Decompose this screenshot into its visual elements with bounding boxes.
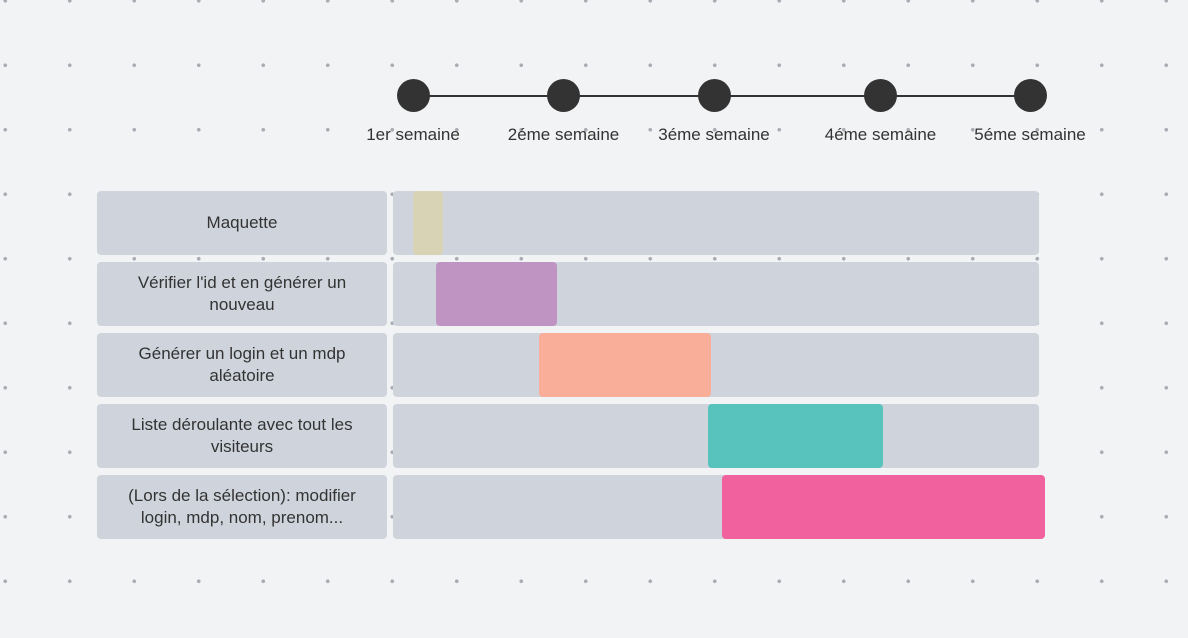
milestone-dot: [697, 79, 731, 112]
task-label-text: Générer un login et un mdp aléatoire: [138, 344, 346, 385]
week-label: 3éme semaine: [658, 125, 770, 144]
task-track: [393, 333, 1039, 397]
week-label: 4éme semaine: [824, 125, 937, 144]
task-bar[interactable]: [539, 333, 711, 397]
week-label: 2éme semaine: [507, 125, 620, 144]
week-label: 1er semaine: [366, 125, 460, 144]
task-bar[interactable]: [435, 262, 558, 326]
task-label: Générer un login et un mdp aléatoire: [97, 333, 387, 397]
week-label: 5éme semaine: [974, 125, 1086, 144]
task-label-text: Maquette: [206, 213, 278, 232]
task-bar[interactable]: [413, 191, 444, 255]
task-label: Liste déroulante avec tout les visiteurs: [97, 404, 387, 468]
milestone-dot: [1013, 79, 1047, 112]
task-label: Maquette: [97, 191, 387, 255]
task-label-text: (Lors de la sélection): modifier login, …: [128, 486, 356, 527]
task-track: [393, 191, 1039, 255]
task-label-text: Vérifier l'id et en générer un nouveau: [137, 273, 347, 314]
task-bar[interactable]: [707, 404, 884, 468]
task-label-text: Liste déroulante avec tout les visiteurs: [131, 415, 353, 456]
milestone-dot: [396, 79, 430, 112]
task-label: Vérifier l'id et en générer un nouveau: [97, 262, 387, 326]
task-label: (Lors de la sélection): modifier login, …: [97, 475, 387, 539]
task-bar[interactable]: [722, 475, 1045, 539]
milestone-dot: [547, 79, 580, 112]
milestone-dot: [864, 79, 897, 112]
